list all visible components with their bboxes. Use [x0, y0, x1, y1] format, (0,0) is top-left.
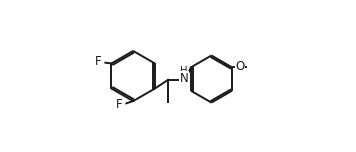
- Text: N: N: [180, 72, 188, 85]
- Text: F: F: [116, 98, 122, 111]
- Text: O: O: [235, 60, 245, 73]
- Text: H: H: [180, 66, 188, 76]
- Text: F: F: [95, 55, 102, 68]
